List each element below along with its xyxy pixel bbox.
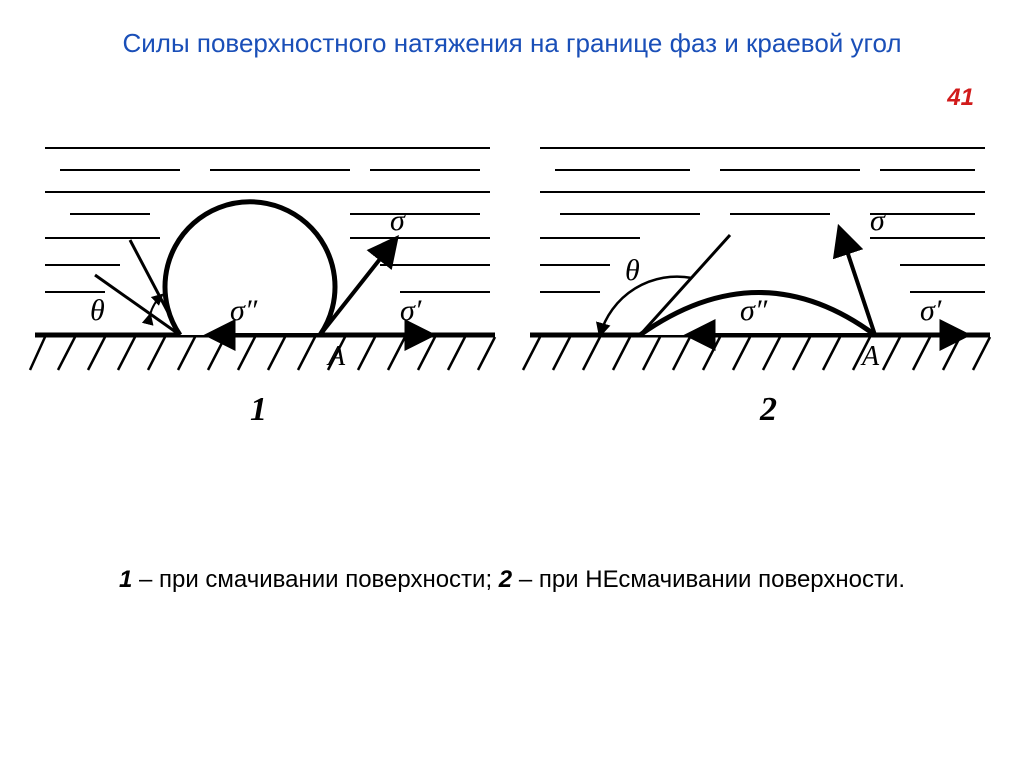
sigma1-label-right: σ′ (920, 294, 942, 327)
sigma-label-left: σ (390, 204, 406, 237)
A-label-right: A (860, 341, 880, 372)
left-panel: θ σ σ′ σ″ A 1 (30, 148, 495, 428)
diagram-svg: θ σ σ′ σ″ A 1 (0, 120, 1024, 540)
caption-n1: 1 (119, 566, 132, 593)
theta-label-left: θ (90, 294, 105, 327)
panel-number-2: 2 (759, 391, 777, 428)
sigma2-label-right: σ″ (740, 294, 768, 327)
caption-t1: – при смачивании поверхности; (132, 566, 498, 593)
caption-t2: – при НЕсмачивании поверхности. (512, 566, 905, 593)
sigma1-label-left: σ′ (400, 294, 422, 327)
sigma2-label-left: σ″ (230, 294, 258, 327)
page-number: 41 (947, 84, 974, 112)
panel-number-1: 1 (250, 391, 267, 428)
right-panel: θ σ σ′ σ″ A 2 (523, 148, 990, 428)
caption: 1 – при смачивании поверхности; 2 – при … (0, 566, 1024, 594)
theta-label-right: θ (625, 254, 640, 287)
A-label-left: A (326, 341, 346, 372)
page-title: Силы поверхностного натяжения на границе… (0, 28, 1024, 59)
caption-n2: 2 (499, 566, 512, 593)
sigma-label-right: σ (870, 204, 886, 237)
